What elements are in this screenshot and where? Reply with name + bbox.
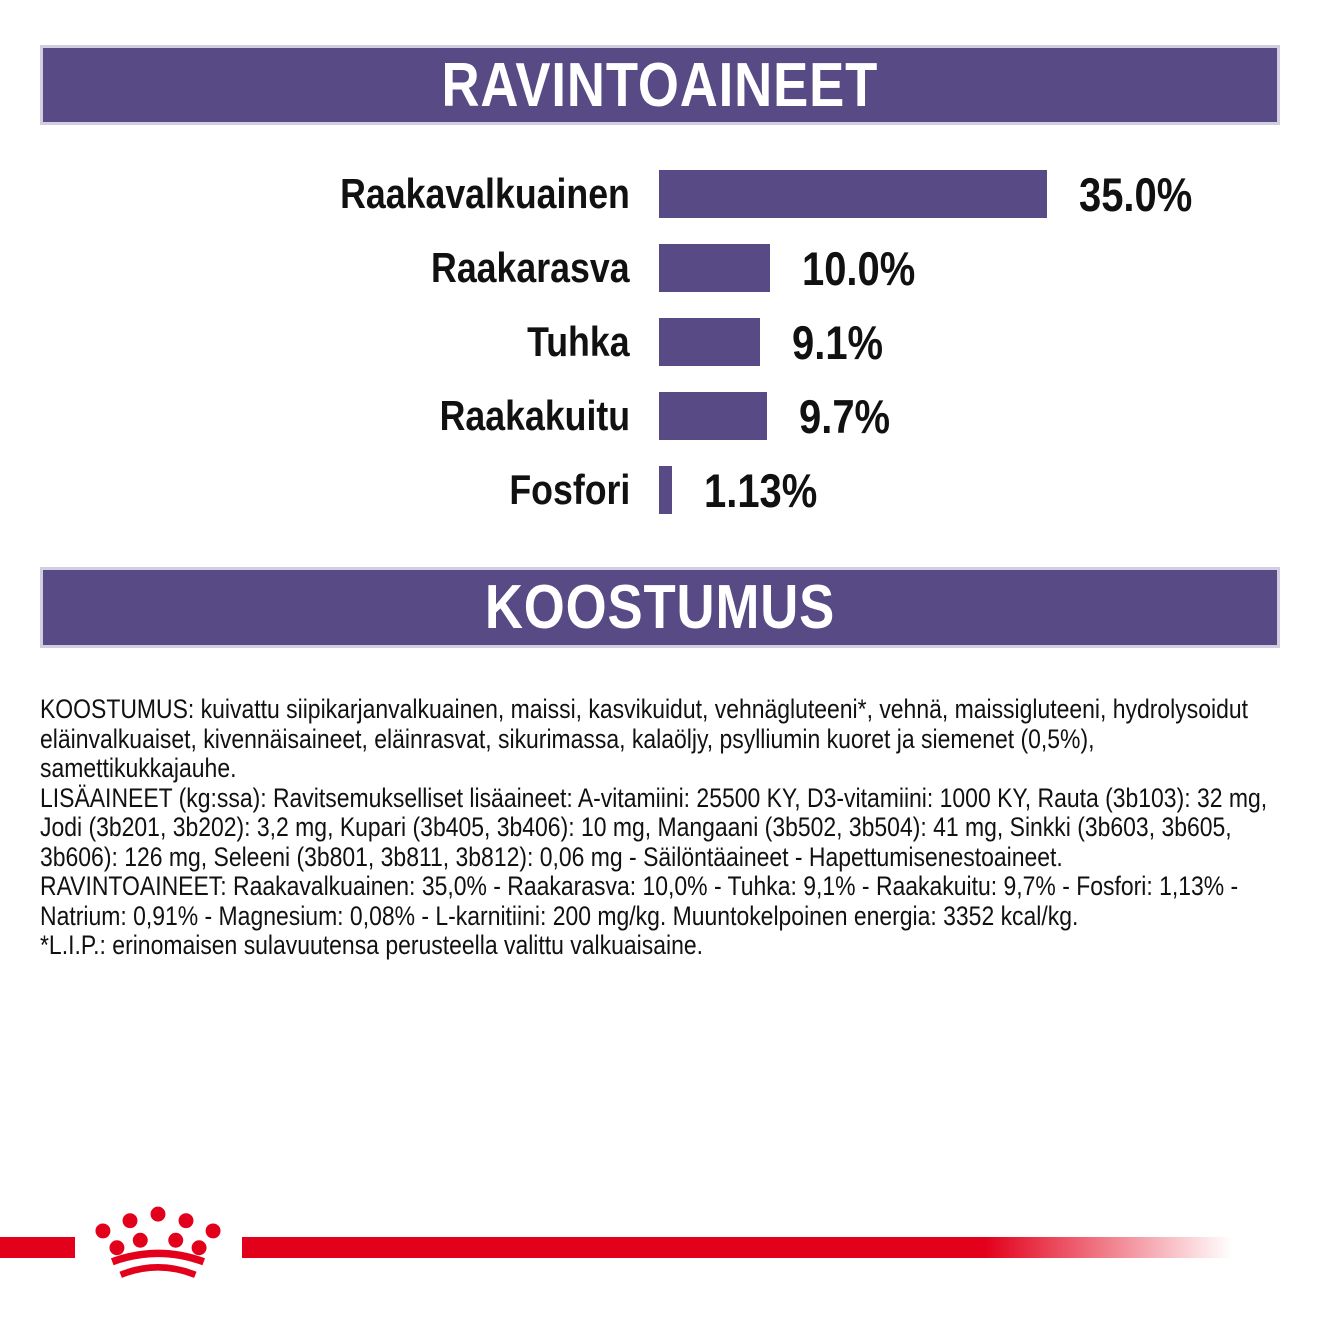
nutrient-value: 1.13%	[704, 463, 818, 517]
bar-area: 9.7%	[630, 389, 1320, 444]
nutrients-banner: RAVINTOAINEET	[40, 45, 1280, 125]
nutrient-value: 9.1%	[792, 315, 884, 369]
nutrient-label: Tuhka	[527, 318, 630, 365]
nutrient-label: Raakakuitu	[439, 392, 630, 439]
chart-row: Raakakuitu 9.7%	[0, 390, 1320, 443]
composition-paragraph: LISÄAINEET (kg:ssa): Ravitsemukselliset …	[40, 782, 1268, 872]
nutrient-label: Raakavalkuainen	[340, 170, 630, 217]
bar-area: 35.0%	[630, 167, 1320, 222]
composition-text: KOOSTUMUS: kuivattu siipikarjanvalkuaine…	[40, 694, 1290, 961]
chart-row: Fosfori 1.13%	[0, 464, 1320, 517]
nutrient-bar	[659, 466, 672, 514]
bar-area: 9.1%	[630, 315, 1320, 370]
nutrient-label: Raakarasva	[431, 244, 630, 291]
brand-stripe	[0, 1237, 1320, 1258]
nutrients-bar-chart: Raakavalkuainen 35.0% Raakarasva 10.0% T…	[0, 168, 1320, 540]
nutrient-bar	[659, 392, 767, 440]
chart-row: Raakavalkuainen 35.0%	[0, 168, 1320, 221]
composition-banner-title: KOOSTUMUS	[484, 573, 836, 642]
composition-banner: KOOSTUMUS	[40, 567, 1280, 648]
composition-paragraph: KOOSTUMUS: kuivattu siipikarjanvalkuaine…	[40, 694, 1249, 783]
nutrient-bar	[659, 170, 1047, 218]
nutrient-value: 9.7%	[799, 389, 891, 443]
nutrient-label: Fosfori	[509, 466, 630, 513]
nutrient-bar	[659, 244, 770, 292]
composition-paragraph: RAVINTOAINEET: Raakavalkuainen: 35,0% - …	[40, 871, 1239, 931]
chart-row: Tuhka 9.1%	[0, 316, 1320, 369]
bar-area: 10.0%	[630, 241, 1320, 296]
composition-paragraph: *L.I.P.: erinomaisen sulavuutensa perust…	[40, 930, 703, 960]
chart-row: Raakarasva 10.0%	[0, 242, 1320, 295]
nutrient-value: 10.0%	[802, 241, 916, 295]
nutrient-bar	[659, 318, 760, 366]
nutrient-value: 35.0%	[1079, 167, 1193, 221]
royal-canin-crown-icon	[95, 1206, 221, 1278]
bar-area: 1.13%	[630, 463, 1320, 518]
nutrients-banner-title: RAVINTOAINEET	[441, 50, 879, 120]
